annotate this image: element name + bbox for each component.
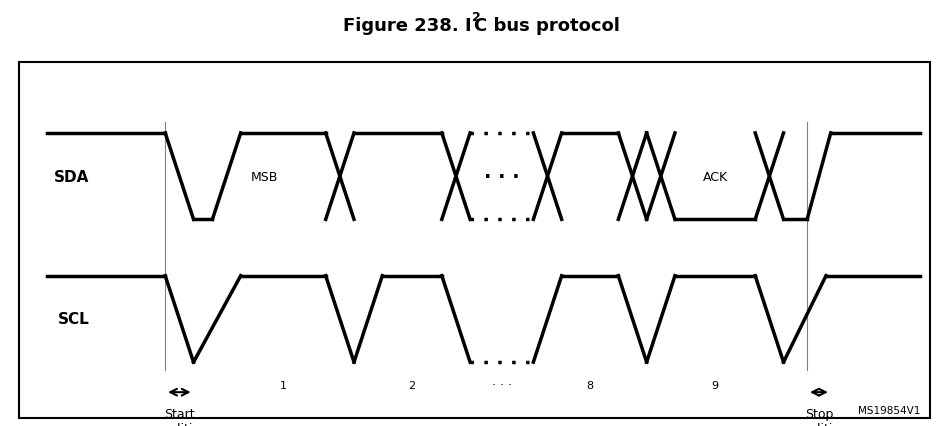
Text: · · ·: · · · [484,167,519,186]
Text: C bus protocol: C bus protocol [474,17,620,35]
Text: MS19854V1: MS19854V1 [858,405,920,415]
Text: Start
condition: Start condition [150,407,209,426]
Text: 8: 8 [586,380,594,390]
Text: SDA: SDA [55,169,90,184]
Text: 2: 2 [409,380,415,390]
Text: MSB: MSB [251,170,278,183]
Text: SCL: SCL [58,312,90,327]
Text: · · ·: · · · [492,378,512,391]
Text: ACK: ACK [702,170,728,183]
Text: 9: 9 [712,380,718,390]
Text: 2: 2 [472,12,480,24]
Text: 1: 1 [279,380,287,390]
Text: Figure 238. I: Figure 238. I [344,17,472,35]
Text: Stop
condition: Stop condition [790,407,848,426]
